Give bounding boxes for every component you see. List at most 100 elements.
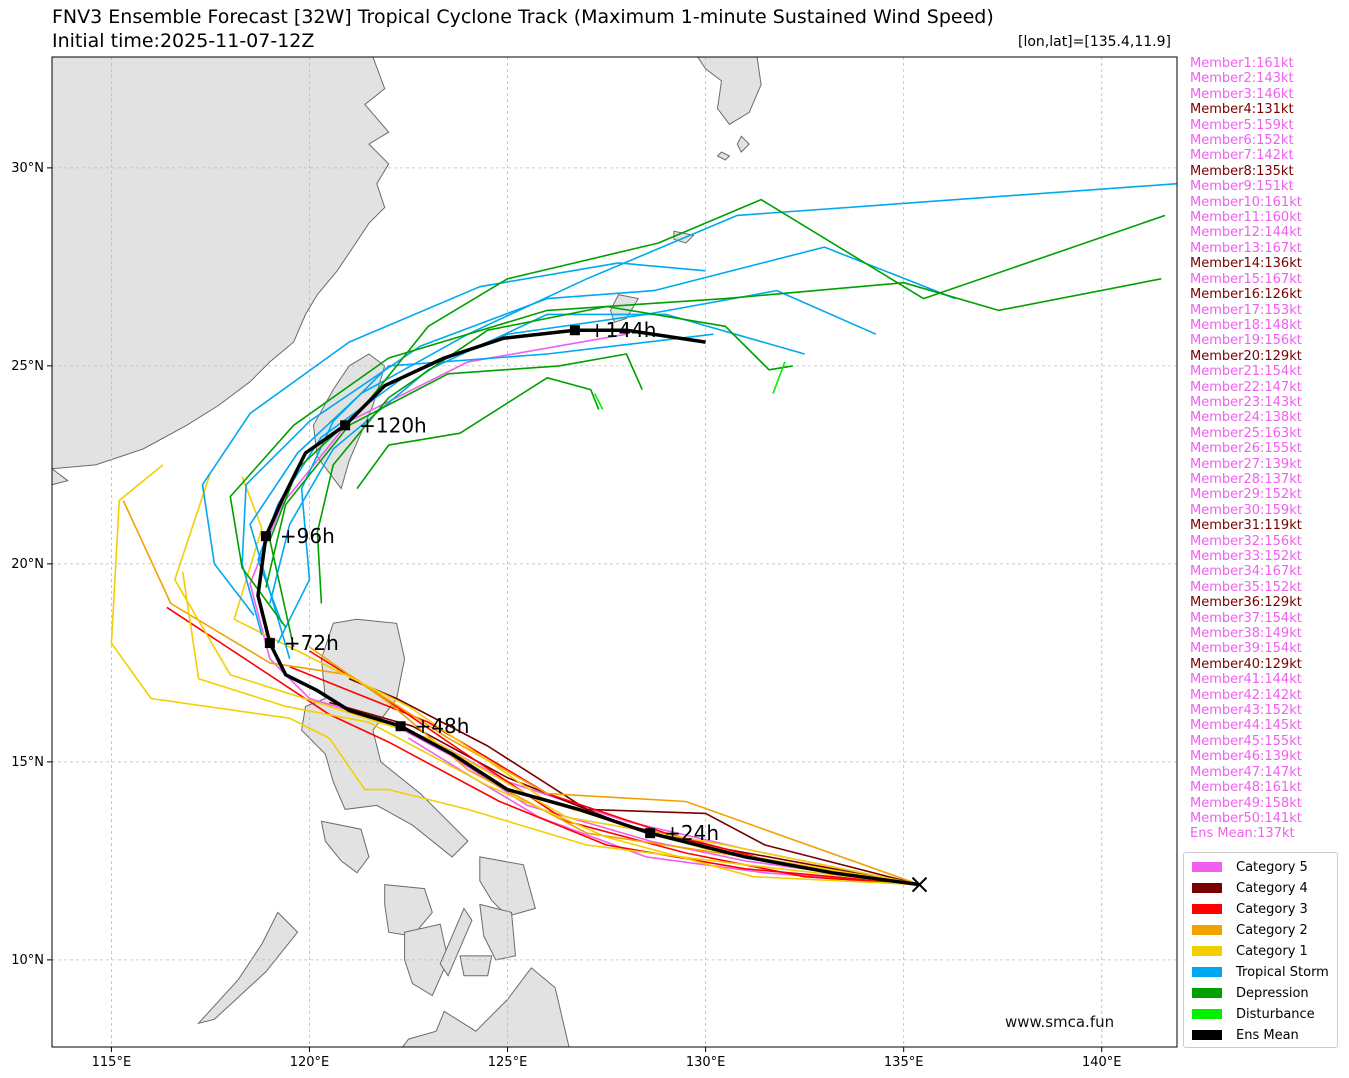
lonlat-readout: [lon,lat]=[135.4,11.9] (1017, 34, 1171, 50)
land-mindoro (320, 820, 370, 874)
legend-label: Depression (1236, 985, 1309, 1001)
forecast-hour-marker (340, 420, 351, 431)
legend-swatch (1192, 988, 1222, 998)
member-track-depression (316, 305, 793, 604)
member-intensity: Member43:152kt (1190, 703, 1302, 719)
legend-item: Category 2 (1192, 922, 1308, 938)
land-bohol (459, 955, 493, 977)
member-tracks (110, 182, 1177, 886)
lat-tick-label: 10°N (11, 953, 44, 968)
lon-tick-label: 120°E (290, 1055, 330, 1070)
member-intensity: Member18:148kt (1190, 317, 1302, 333)
member-intensity: Member42:142kt (1190, 687, 1302, 703)
legend: Category 5 Category 4 Category 3 Category 2… (1183, 852, 1338, 1048)
initial-position-icon (911, 876, 928, 893)
member-intensity: Member35:152kt (1190, 579, 1302, 595)
member-intensity: Member3:146kt (1190, 86, 1294, 102)
legend-swatch (1192, 862, 1222, 872)
member-intensity: Member22:147kt (1190, 379, 1302, 395)
member-intensity: Member1:161kt (1190, 56, 1294, 71)
land-leyte (479, 903, 517, 961)
legend-label: Tropical Storm (1236, 964, 1329, 980)
member-intensity-list: Member1:161kt Member2:143kt Member3:146kt M… (1190, 56, 1302, 842)
legend-item: Depression (1192, 985, 1309, 1001)
member-track-disturbance (593, 393, 604, 410)
legend-label: Category 3 (1236, 901, 1308, 917)
watermark: www.smca.fun (1005, 1013, 1115, 1031)
member-intensity: Member7:142kt (1190, 148, 1294, 164)
member-track-disturbance (772, 361, 786, 394)
member-intensity: Member19:156kt (1190, 333, 1302, 349)
legend-swatch (1192, 1030, 1222, 1040)
legend-label: Ens Mean (1236, 1027, 1299, 1043)
member-intensity: Member11:160kt (1190, 210, 1302, 226)
legend-swatch (1192, 946, 1222, 956)
member-intensity: Member46:139kt (1190, 749, 1302, 765)
lat-tick-label: 15°N (11, 755, 44, 770)
land-tanegashima (736, 135, 750, 153)
lon-tick-label: 115°E (92, 1055, 132, 1070)
member-intensity: Member26:155kt (1190, 441, 1302, 457)
member-intensity: Member37:154kt (1190, 610, 1302, 626)
member-intensity: Member28:137kt (1190, 471, 1302, 487)
member-intensity: Member49:158kt (1190, 795, 1302, 811)
land-palawan (197, 911, 299, 1025)
member-intensity: Member29:152kt (1190, 487, 1302, 503)
legend-swatch (1192, 967, 1222, 977)
member-intensity: Member48:161kt (1190, 780, 1302, 796)
forecast-hour-label: +120h (359, 413, 427, 437)
legend-swatch (1192, 1009, 1222, 1019)
lat-tick-label: 30°N (11, 161, 44, 176)
lat-tick-label: 25°N (11, 359, 44, 374)
forecast-hour-marker (569, 325, 580, 336)
member-intensity: Member44:145kt (1190, 718, 1302, 734)
land-hainan (52, 468, 69, 486)
member-intensity: Member4:131kt (1190, 102, 1294, 118)
member-intensity: Member30:159kt (1190, 502, 1302, 518)
legend-item: Category 1 (1192, 943, 1308, 959)
member-intensity: Member47:147kt (1190, 764, 1302, 780)
map-frame (51, 56, 1178, 1048)
member-intensity: Member32:156kt (1190, 533, 1302, 549)
member-track-depression (356, 376, 600, 490)
member-intensity: Member36:129kt (1190, 595, 1302, 611)
legend-item: Category 5 (1192, 859, 1308, 875)
member-intensity: Member17:153kt (1190, 302, 1302, 318)
forecast-hour-marker (264, 638, 275, 649)
member-track-category1 (181, 571, 920, 886)
legend-swatch (1192, 883, 1222, 893)
land-cebu (439, 907, 473, 977)
member-intensity: Member16:126kt (1190, 287, 1302, 303)
forecast-hour-label: +24h (664, 821, 719, 845)
lon-tick-label: 135°E (884, 1055, 924, 1070)
member-intensity: Member24:138kt (1190, 410, 1302, 426)
member-track-depression (229, 278, 1162, 628)
ensemble-mean-track: +24h +48h +72h +96h +120h +144h (256, 318, 928, 893)
member-track-tropical_storm (241, 246, 956, 636)
member-intensity: Member50:141kt (1190, 810, 1302, 826)
member-intensity: Member13:167kt (1190, 240, 1302, 256)
forecast-hour-marker (260, 531, 271, 542)
lon-tick-label: 140°E (1082, 1055, 1122, 1070)
forecast-hour-label: +48h (415, 714, 470, 738)
member-intensity: Member40:129kt (1190, 656, 1302, 672)
initial-time: Initial time:2025-11-07-12Z (52, 30, 315, 52)
legend-label: Category 4 (1236, 880, 1308, 896)
member-track-category5 (408, 737, 920, 886)
member-intensity: Member2:143kt (1190, 71, 1294, 87)
member-intensity: Member27:139kt (1190, 456, 1302, 472)
member-intensity: Member15:167kt (1190, 271, 1302, 287)
member-track-depression (265, 353, 643, 588)
member-intensity: Member45:155kt (1190, 733, 1302, 749)
forecast-hour-label: +72h (284, 631, 339, 655)
lon-tick-label: 130°E (686, 1055, 726, 1070)
land-yakushima (716, 151, 731, 161)
legend-label: Category 2 (1236, 922, 1308, 938)
member-track-category2 (122, 500, 920, 886)
member-intensity: Member34:167kt (1190, 564, 1302, 580)
legend-item: Category 4 (1192, 880, 1308, 896)
member-intensity: Member23:143kt (1190, 394, 1302, 410)
member-track-depression (269, 198, 1166, 648)
member-intensity: Member20:129kt (1190, 348, 1302, 364)
